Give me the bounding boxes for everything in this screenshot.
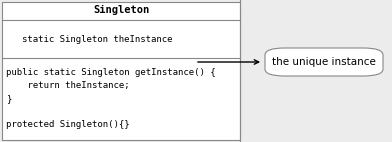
- Bar: [2, 2, 240, 140]
- Text: }: }: [6, 94, 11, 103]
- Text: the unique instance: the unique instance: [272, 57, 376, 67]
- Text: Singleton: Singleton: [93, 5, 149, 15]
- FancyBboxPatch shape: [265, 48, 383, 76]
- Text: public static Singleton getInstance() {: public static Singleton getInstance() {: [6, 68, 216, 77]
- Text: protected Singleton(){}: protected Singleton(){}: [6, 120, 130, 129]
- Text: return theInstance;: return theInstance;: [6, 81, 130, 90]
- Text: static Singleton theInstance: static Singleton theInstance: [22, 35, 172, 43]
